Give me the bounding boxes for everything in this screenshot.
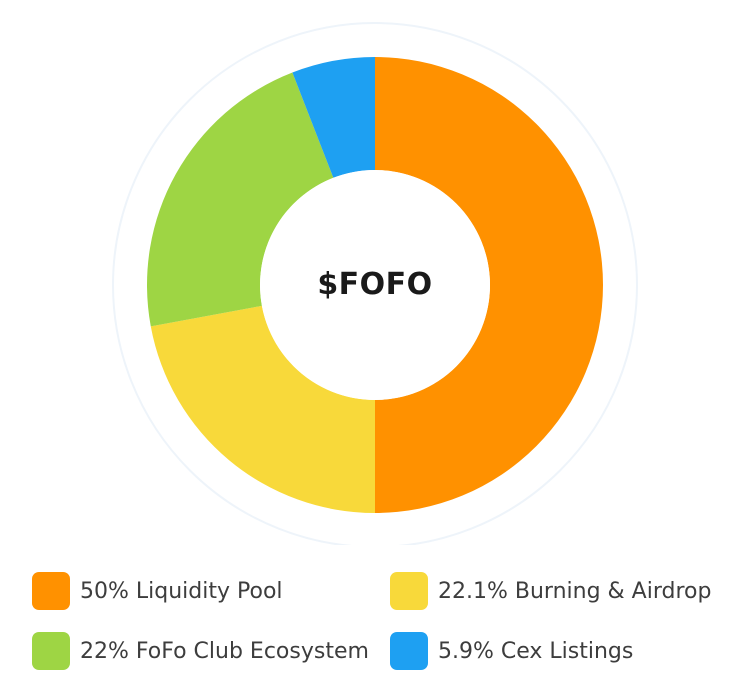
legend-item-cex-listings: 5.9% Cex Listings	[390, 631, 633, 671]
slice-cex-listings	[292, 57, 375, 178]
legend-swatch	[32, 572, 70, 610]
slice-burning-airdrop	[150, 305, 375, 513]
legend-label: 50% Liquidity Pool	[80, 578, 283, 604]
legend-label: 22% FoFo Club Ecosystem	[80, 638, 369, 664]
legend-label: 5.9% Cex Listings	[438, 638, 634, 664]
donut-center-hole	[260, 170, 490, 400]
slice-fofo-club-ecosystem	[147, 72, 334, 327]
legend-label: 22.1% Burning & Airdrop	[438, 578, 712, 604]
chart-title: $FOFO	[317, 267, 433, 302]
legend-swatch	[32, 632, 70, 670]
legend-swatch	[390, 572, 428, 610]
donut-chart	[112, 22, 638, 545]
legend-item-fofo-club-ecosystem: 22% FoFo Club Ecosystem	[32, 631, 369, 671]
legend-swatch	[390, 632, 428, 670]
slice-liquidity-pool	[375, 57, 603, 513]
legend-item-liquidity-pool: 50% Liquidity Pool	[32, 571, 283, 611]
donut-slices	[147, 57, 603, 513]
legend-item-burning-airdrop: 22.1% Burning & Airdrop	[390, 571, 711, 611]
outer-ring-outline	[112, 22, 638, 545]
